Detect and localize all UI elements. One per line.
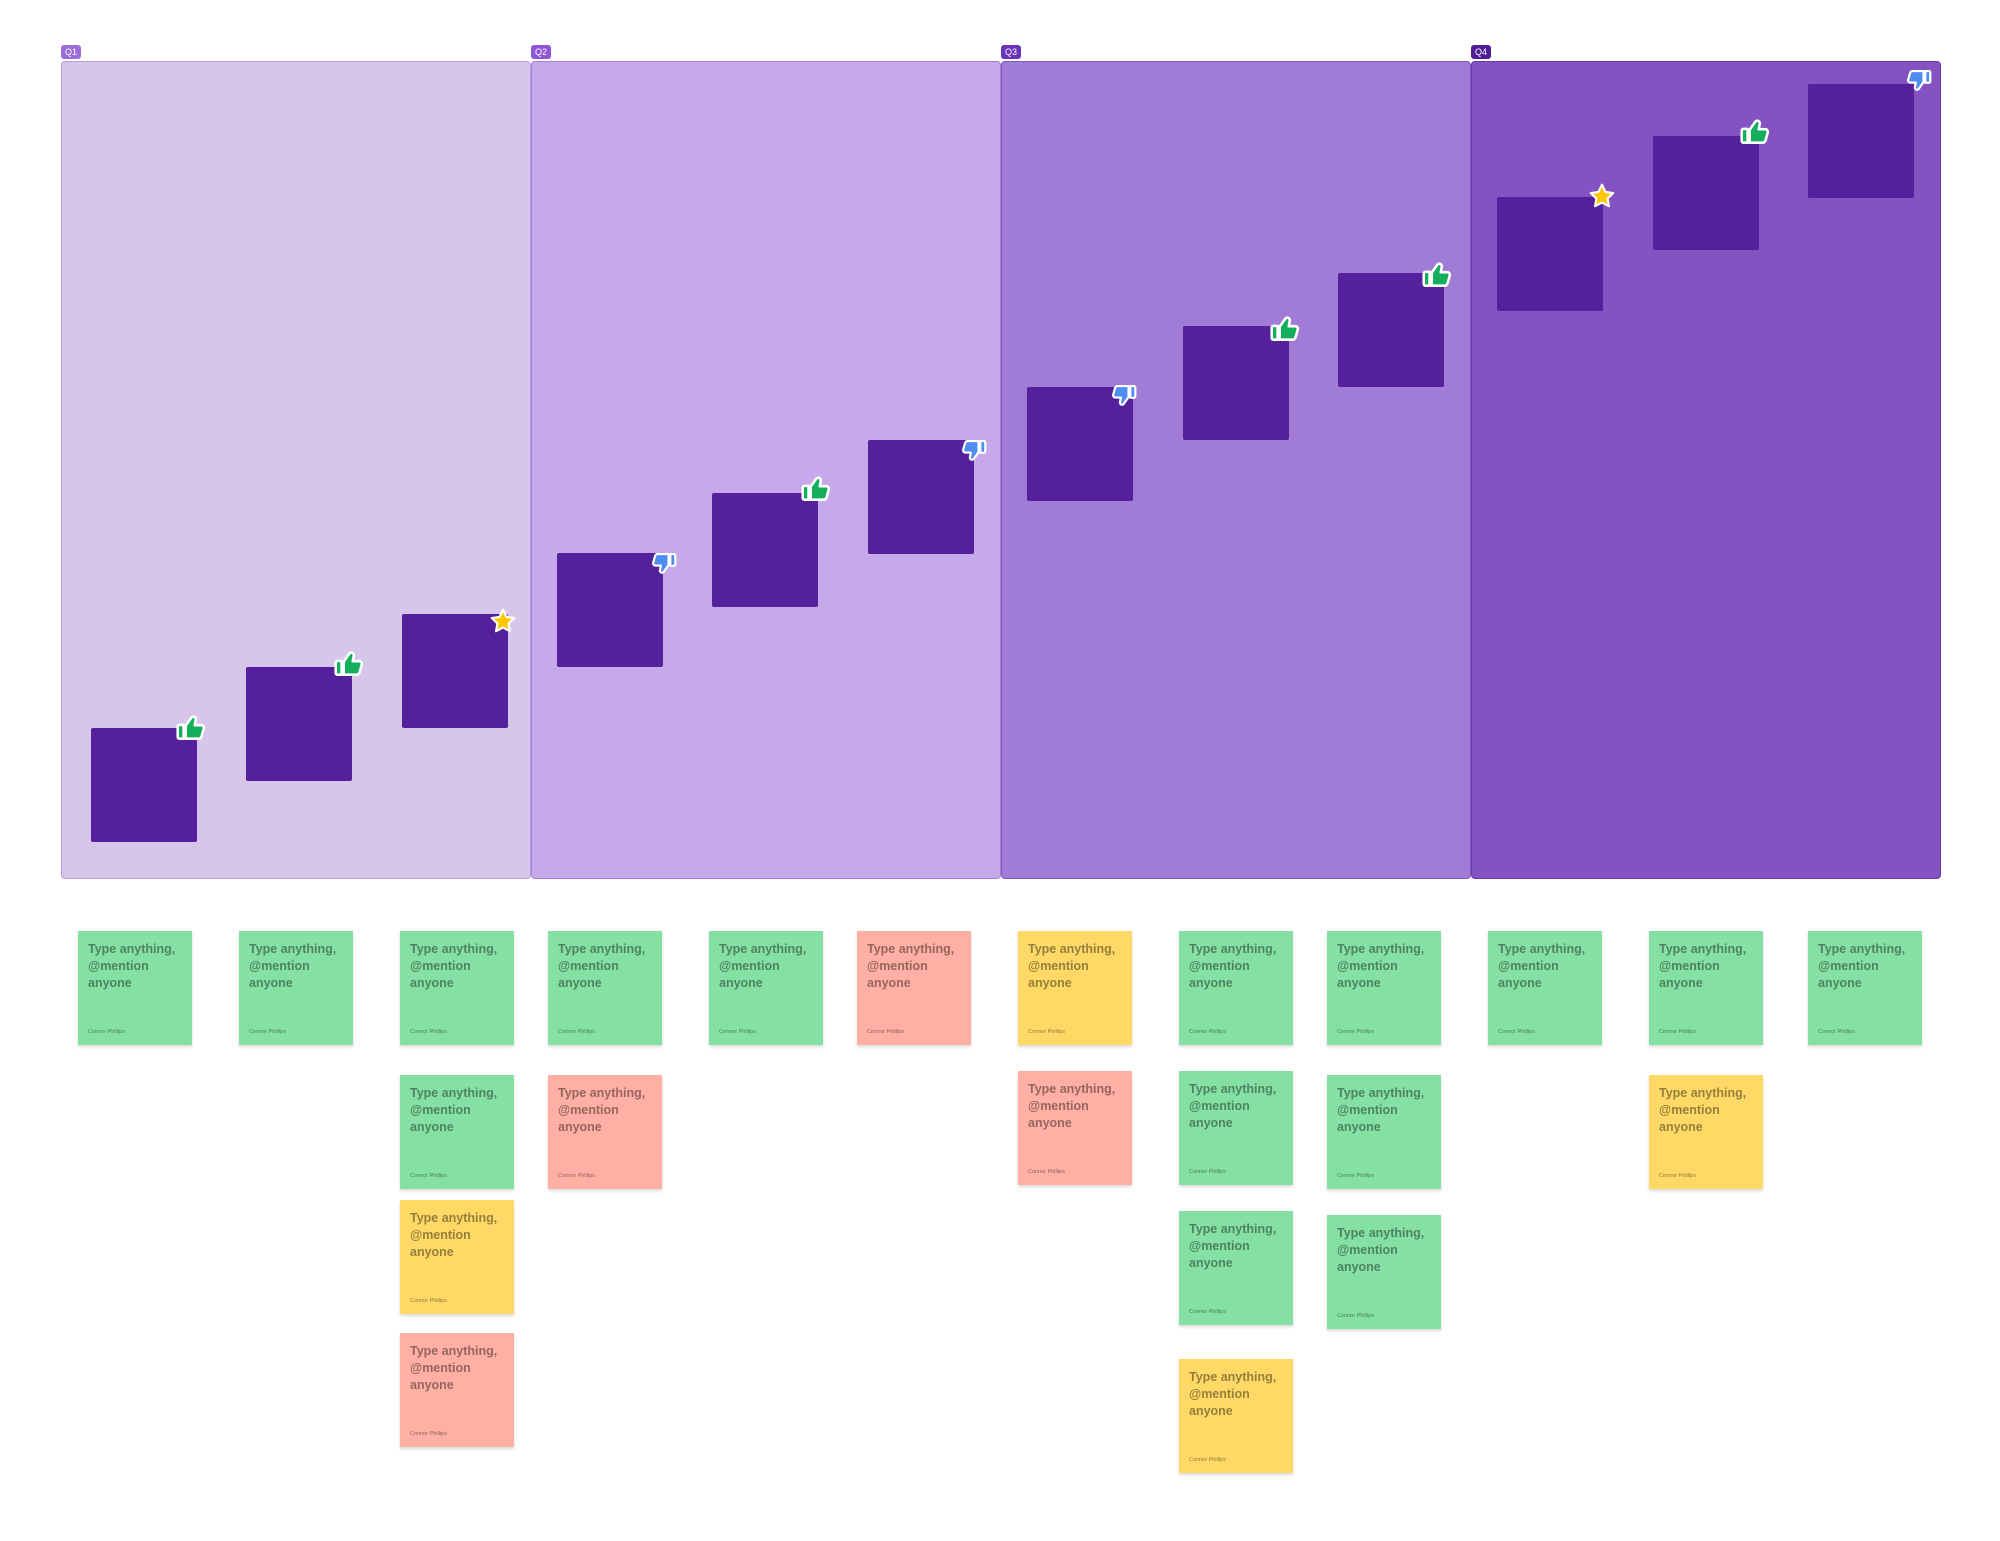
thumbs-down-icon[interactable]: [1106, 378, 1142, 414]
sticky-author: Connor Phillips: [1498, 1029, 1535, 1035]
sticky-note[interactable]: Type anything, @mention anyone Connor Phi…: [857, 931, 971, 1045]
sticky-placeholder[interactable]: Type anything, @mention anyone: [1337, 1226, 1425, 1274]
sticky-placeholder[interactable]: Type anything, @mention anyone: [1337, 1086, 1425, 1134]
card[interactable]: [1653, 136, 1759, 250]
sticky-placeholder[interactable]: Type anything, @mention anyone: [1337, 942, 1425, 990]
sticky-author: Connor Phillips: [558, 1029, 595, 1035]
sticky-note[interactable]: Type anything, @mention anyone Connor Phi…: [1649, 1075, 1763, 1189]
thumbs-up-icon[interactable]: [1267, 310, 1303, 346]
sticky-author: Connor Phillips: [88, 1029, 125, 1035]
sticky-note[interactable]: Type anything, @mention anyone Connor Phi…: [1327, 1075, 1441, 1189]
sticky-note[interactable]: Type anything, @mention anyone Connor Phi…: [1488, 931, 1602, 1045]
sticky-author: Connor Phillips: [1028, 1029, 1065, 1035]
section-label-q4[interactable]: Q4: [1471, 45, 1492, 59]
sticky-author: Connor Phillips: [410, 1298, 447, 1304]
sticky-note[interactable]: Type anything, @mention anyone Connor Phi…: [1808, 931, 1922, 1045]
star-icon[interactable]: [485, 603, 521, 639]
sticky-note[interactable]: Type anything, @mention anyone Connor Phi…: [548, 1075, 662, 1189]
card[interactable]: [868, 440, 974, 554]
sticky-placeholder[interactable]: Type anything, @mention anyone: [1818, 942, 1906, 990]
thumbs-down-icon[interactable]: [646, 546, 682, 582]
sticky-note[interactable]: Type anything, @mention anyone Connor Phi…: [1179, 931, 1293, 1045]
section-label-q3[interactable]: Q3: [1001, 45, 1022, 59]
sticky-placeholder[interactable]: Type anything, @mention anyone: [410, 1211, 498, 1259]
thumbs-up-icon[interactable]: [331, 645, 367, 681]
sticky-placeholder[interactable]: Type anything, @mention anyone: [1189, 1370, 1277, 1418]
sticky-author: Connor Phillips: [867, 1029, 904, 1035]
thumbs-down-icon[interactable]: [956, 433, 992, 469]
card[interactable]: [1338, 273, 1444, 387]
sticky-placeholder[interactable]: Type anything, @mention anyone: [558, 1086, 646, 1134]
section-label-q2[interactable]: Q2: [531, 45, 552, 59]
sticky-placeholder[interactable]: Type anything, @mention anyone: [558, 942, 646, 990]
sticky-author: Connor Phillips: [1659, 1029, 1696, 1035]
thumbs-up-icon[interactable]: [173, 709, 209, 745]
sticky-note[interactable]: Type anything, @mention anyone Connor Phi…: [78, 931, 192, 1045]
card[interactable]: [1497, 197, 1603, 311]
sticky-author: Connor Phillips: [1659, 1173, 1696, 1179]
sticky-note[interactable]: Type anything, @mention anyone Connor Phi…: [709, 931, 823, 1045]
card[interactable]: [91, 728, 197, 842]
thumbs-up-icon[interactable]: [1419, 256, 1455, 292]
sticky-placeholder[interactable]: Type anything, @mention anyone: [1028, 1082, 1116, 1130]
sticky-note[interactable]: Type anything, @mention anyone Connor Phi…: [400, 1200, 514, 1314]
sticky-placeholder[interactable]: Type anything, @mention anyone: [410, 1086, 498, 1134]
sticky-placeholder[interactable]: Type anything, @mention anyone: [1028, 942, 1116, 990]
sticky-placeholder[interactable]: Type anything, @mention anyone: [1189, 942, 1277, 990]
sticky-note[interactable]: Type anything, @mention anyone Connor Phi…: [1179, 1211, 1293, 1325]
sticky-note[interactable]: Type anything, @mention anyone Connor Phi…: [1018, 1071, 1132, 1185]
sticky-author: Connor Phillips: [1189, 1029, 1226, 1035]
sticky-note[interactable]: Type anything, @mention anyone Connor Phi…: [1327, 931, 1441, 1045]
sticky-author: Connor Phillips: [1189, 1169, 1226, 1175]
card[interactable]: [1808, 84, 1914, 198]
sticky-placeholder[interactable]: Type anything, @mention anyone: [719, 942, 807, 990]
sticky-author: Connor Phillips: [1028, 1169, 1065, 1175]
sticky-author: Connor Phillips: [410, 1029, 447, 1035]
sticky-placeholder[interactable]: Type anything, @mention anyone: [88, 942, 176, 990]
sticky-note[interactable]: Type anything, @mention anyone Connor Phi…: [400, 931, 514, 1045]
sticky-placeholder[interactable]: Type anything, @mention anyone: [410, 1344, 498, 1392]
sticky-placeholder[interactable]: Type anything, @mention anyone: [410, 942, 498, 990]
sticky-placeholder[interactable]: Type anything, @mention anyone: [1498, 942, 1586, 990]
sticky-note[interactable]: Type anything, @mention anyone Connor Phi…: [239, 931, 353, 1045]
sticky-placeholder[interactable]: Type anything, @mention anyone: [1659, 942, 1747, 990]
thumbs-up-icon[interactable]: [1737, 113, 1773, 149]
sticky-author: Connor Phillips: [558, 1173, 595, 1179]
sticky-note[interactable]: Type anything, @mention anyone Connor Phi…: [1018, 931, 1132, 1045]
sticky-note[interactable]: Type anything, @mention anyone Connor Phi…: [1179, 1071, 1293, 1185]
sticky-author: Connor Phillips: [410, 1431, 447, 1437]
sticky-author: Connor Phillips: [1337, 1313, 1374, 1319]
card[interactable]: [246, 667, 352, 781]
sticky-note[interactable]: Type anything, @mention anyone Connor Phi…: [1179, 1359, 1293, 1473]
thumbs-down-icon[interactable]: [1901, 63, 1937, 99]
sticky-placeholder[interactable]: Type anything, @mention anyone: [249, 942, 337, 990]
section-label-q1[interactable]: Q1: [61, 45, 82, 59]
card[interactable]: [1183, 326, 1289, 440]
sticky-note[interactable]: Type anything, @mention anyone Connor Phi…: [1327, 1215, 1441, 1329]
sticky-placeholder[interactable]: Type anything, @mention anyone: [1189, 1082, 1277, 1130]
sticky-author: Connor Phillips: [1818, 1029, 1855, 1035]
card[interactable]: [712, 493, 818, 607]
sticky-author: Connor Phillips: [1337, 1173, 1374, 1179]
sticky-author: Connor Phillips: [1337, 1029, 1374, 1035]
sticky-note[interactable]: Type anything, @mention anyone Connor Phi…: [400, 1075, 514, 1189]
sticky-author: Connor Phillips: [410, 1173, 447, 1179]
thumbs-up-icon[interactable]: [798, 470, 834, 506]
sticky-author: Connor Phillips: [249, 1029, 286, 1035]
sticky-author: Connor Phillips: [1189, 1457, 1226, 1463]
card[interactable]: [402, 614, 508, 728]
card[interactable]: [557, 553, 663, 667]
sticky-note[interactable]: Type anything, @mention anyone Connor Phi…: [400, 1333, 514, 1447]
sticky-placeholder[interactable]: Type anything, @mention anyone: [1189, 1222, 1277, 1270]
sticky-placeholder[interactable]: Type anything, @mention anyone: [867, 942, 955, 990]
sticky-placeholder[interactable]: Type anything, @mention anyone: [1659, 1086, 1747, 1134]
sticky-author: Connor Phillips: [1189, 1309, 1226, 1315]
star-icon[interactable]: [1584, 178, 1620, 214]
sticky-note[interactable]: Type anything, @mention anyone Connor Phi…: [1649, 931, 1763, 1045]
sticky-author: Connor Phillips: [719, 1029, 756, 1035]
card[interactable]: [1027, 387, 1133, 501]
sticky-note[interactable]: Type anything, @mention anyone Connor Phi…: [548, 931, 662, 1045]
